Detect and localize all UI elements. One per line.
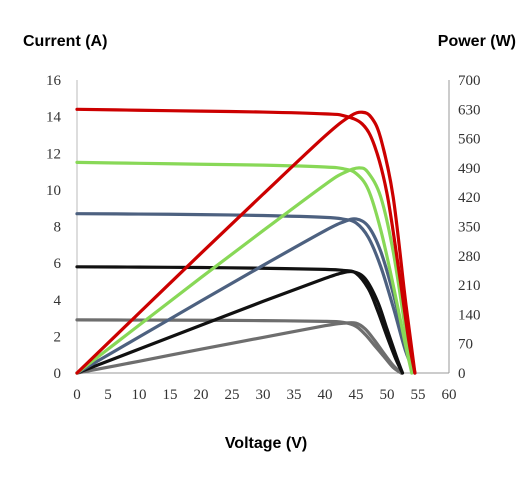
y-right-tick-label: 420 — [458, 190, 481, 206]
x-tick-label: 35 — [287, 387, 302, 403]
x-tick-label: 55 — [411, 387, 426, 403]
right-axis-title: Power (W) — [437, 33, 516, 50]
x-tick-label: 25 — [225, 387, 240, 403]
x-tick-label: 60 — [442, 387, 457, 403]
y-left-tick-label: 10 — [46, 183, 61, 199]
x-tick-label: 20 — [194, 387, 209, 403]
y-left-tick-label: 8 — [54, 220, 62, 236]
current-curve-series-1 — [75, 107, 417, 375]
y-left-tick-label: 16 — [46, 73, 62, 89]
x-axis-title: Voltage (V) — [224, 435, 308, 452]
x-tick-label: 40 — [318, 387, 333, 403]
y-right-tick-label: 560 — [458, 132, 481, 148]
y-left-tick-label: 12 — [46, 146, 61, 162]
x-tick-label: 45 — [349, 387, 364, 403]
current-curve-series-2 — [75, 160, 414, 375]
left-axis-title: Current (A) — [23, 33, 108, 50]
y-right-tick-label: 630 — [458, 102, 481, 118]
current-curve-series-3 — [75, 212, 417, 375]
power-curve-series-1 — [75, 110, 417, 375]
power-curve-series-4 — [75, 269, 405, 375]
current-curve-series-4 — [75, 265, 405, 375]
axes — [76, 80, 450, 374]
y-right-tick-label: 140 — [458, 307, 481, 323]
y-right-tick-label: 210 — [458, 278, 481, 294]
y-left-tick-label: 4 — [54, 293, 62, 309]
series-group — [75, 107, 417, 375]
y-right-tick-label: 490 — [458, 161, 481, 177]
tick-labels: 0 5 10 15 20 25 30 35 40 45 50 55 600246810121416070… — [46, 73, 481, 403]
x-tick-label: 30 — [256, 387, 271, 403]
y-right-tick-label: 350 — [458, 220, 481, 236]
y-right-tick-label: 280 — [458, 249, 481, 265]
y-left-tick-label: 14 — [46, 110, 62, 126]
y-right-tick-label: 700 — [458, 73, 481, 89]
x-tick-label: 5 — [104, 387, 112, 403]
x-tick-label: 0 — [73, 387, 81, 403]
current-curve-series-5 — [75, 318, 403, 375]
y-right-tick-label: 0 — [458, 366, 466, 382]
y-left-tick-label: 6 — [54, 256, 62, 272]
y-left-tick-label: 2 — [54, 329, 62, 345]
y-right-tick-label: 70 — [458, 337, 473, 353]
power-curve-series-5 — [75, 321, 403, 375]
y-left-tick-label: 0 — [54, 366, 62, 382]
x-tick-label: 50 — [380, 387, 395, 403]
x-tick-label: 10 — [132, 387, 147, 403]
x-tick-label: 15 — [163, 387, 178, 403]
